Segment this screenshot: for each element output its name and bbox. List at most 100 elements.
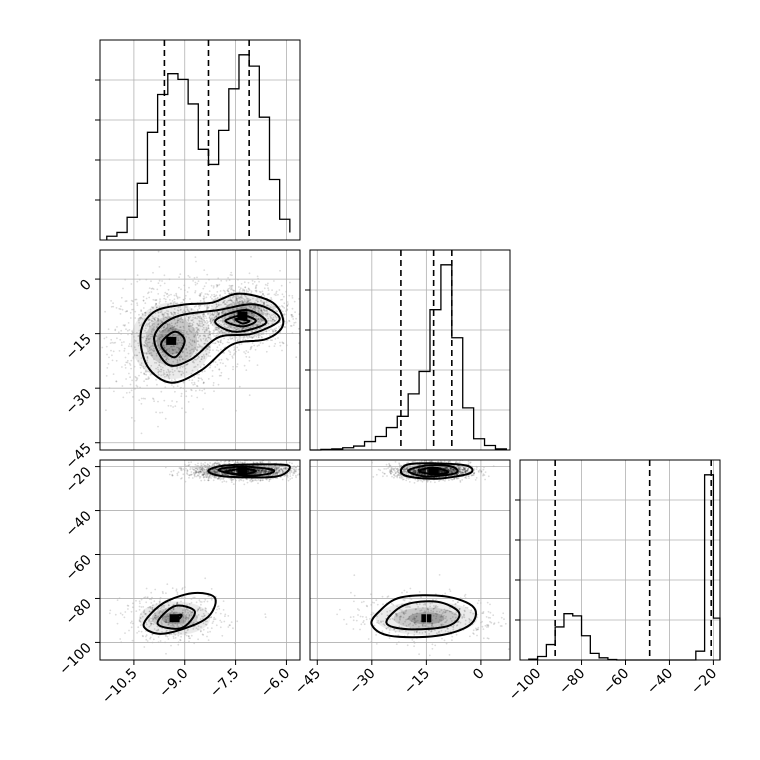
sample-point <box>185 390 188 393</box>
sample-point <box>260 309 263 312</box>
sample-point <box>105 409 107 412</box>
sample-point <box>188 337 190 339</box>
sample-point <box>259 306 262 309</box>
sample-point <box>214 316 216 318</box>
sample-point <box>203 468 206 471</box>
sample-point <box>150 352 153 354</box>
sample-point <box>180 317 183 320</box>
sample-point <box>180 329 183 332</box>
sample-point <box>254 330 257 332</box>
sample-point <box>220 303 222 306</box>
sample-point <box>243 289 245 292</box>
sample-point <box>272 316 275 319</box>
sample-point <box>238 479 241 482</box>
sample-point <box>239 461 242 463</box>
sample-point <box>199 338 202 341</box>
sample-point <box>188 476 190 479</box>
sample-point <box>185 467 187 470</box>
sample-point <box>201 378 204 381</box>
sample-point <box>187 401 190 403</box>
sample-point <box>199 334 202 337</box>
sample-point <box>190 471 193 473</box>
sample-point <box>237 297 240 299</box>
sample-point <box>146 359 149 362</box>
sample-point <box>193 366 196 369</box>
sample-point <box>162 316 165 318</box>
sample-point <box>178 355 181 358</box>
sample-point <box>262 292 264 295</box>
sample-point <box>232 483 235 485</box>
sample-point <box>158 338 161 341</box>
sample-point <box>266 313 269 316</box>
sample-point <box>207 325 210 327</box>
sample-point <box>199 322 201 325</box>
sample-point <box>161 335 164 338</box>
sample-point <box>138 374 140 377</box>
sample-point <box>251 325 254 327</box>
sample-point <box>144 302 147 305</box>
sample-point <box>142 299 145 302</box>
sample-point <box>265 330 268 333</box>
sample-point <box>248 335 251 337</box>
sample-point <box>150 345 152 348</box>
sample-point <box>287 303 289 305</box>
sample-point <box>152 638 155 641</box>
sample-point <box>130 299 133 302</box>
sample-point <box>265 309 268 312</box>
sample-point <box>257 324 260 326</box>
sample-point <box>223 299 226 302</box>
sample-point <box>213 335 216 337</box>
sample-point <box>157 293 160 295</box>
sample-point <box>242 301 244 304</box>
sample-point <box>259 342 262 344</box>
sample-point <box>170 293 172 296</box>
sample-point <box>197 380 200 382</box>
sample-point <box>204 321 207 323</box>
sample-point <box>144 345 147 347</box>
sample-point <box>189 325 192 327</box>
sample-point <box>150 320 153 323</box>
sample-point <box>165 375 168 377</box>
sample-point <box>208 345 211 347</box>
sample-point <box>283 475 286 477</box>
sample-point <box>256 305 259 308</box>
sample-point <box>119 638 122 640</box>
sample-point <box>138 351 141 354</box>
sample-point <box>148 338 150 341</box>
sample-point <box>193 361 195 364</box>
sample-point <box>216 296 219 299</box>
sample-point <box>180 339 183 342</box>
sample-point <box>217 349 220 352</box>
sample-point <box>171 349 174 351</box>
sample-point <box>176 351 178 354</box>
sample-point <box>184 319 187 322</box>
sample-point <box>222 301 225 303</box>
sample-point <box>202 314 204 317</box>
sample-point <box>203 342 206 345</box>
sample-point <box>220 348 222 351</box>
sample-point <box>147 341 149 344</box>
sample-point <box>208 351 211 354</box>
sample-point <box>191 379 194 381</box>
sample-point <box>110 349 112 352</box>
sample-point <box>257 310 260 313</box>
sample-point <box>111 341 114 344</box>
sample-point <box>188 352 191 355</box>
sample-point <box>165 371 168 374</box>
sample-point <box>114 613 117 616</box>
sample-point <box>161 330 164 332</box>
sample-point <box>204 315 207 318</box>
sample-point <box>176 359 179 361</box>
sample-point <box>241 327 244 330</box>
sample-point <box>232 319 235 322</box>
sample-point <box>238 290 241 293</box>
sample-point <box>208 346 211 349</box>
sample-point <box>238 385 241 388</box>
sample-point <box>218 344 221 346</box>
sample-point <box>198 324 201 327</box>
sample-point <box>263 287 266 290</box>
sample-point <box>261 293 264 295</box>
sample-point <box>199 470 202 473</box>
sample-point <box>248 394 251 397</box>
sample-point <box>240 306 242 309</box>
